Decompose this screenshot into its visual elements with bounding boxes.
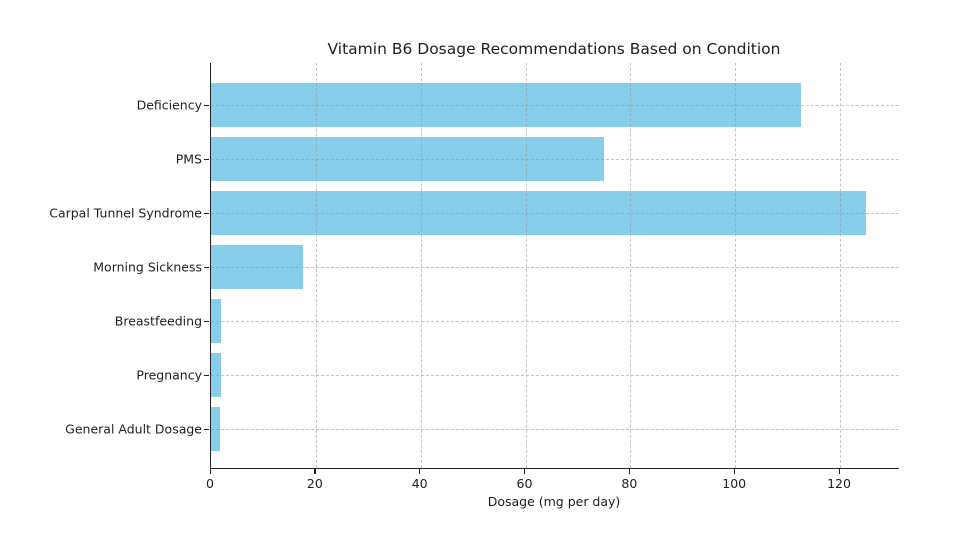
x-gridline (840, 63, 842, 468)
y-tick-label: Morning Sickness (93, 259, 202, 275)
x-tick-mark (838, 469, 840, 474)
y-gridline (211, 375, 899, 376)
y-tick-label: Carpal Tunnel Syndrome (49, 205, 202, 221)
x-axis-label: Dosage (mg per day) (487, 494, 621, 509)
x-tick-mark (419, 469, 421, 474)
x-tick-mark (524, 469, 526, 474)
y-tick-label: Deficiency (136, 97, 202, 113)
y-gridline (211, 105, 899, 106)
y-tick-mark (204, 320, 209, 322)
y-tick-label: Breastfeeding (114, 313, 202, 329)
y-gridline (211, 159, 899, 160)
x-tick-label: 100 (722, 476, 747, 491)
chart-title: Vitamin B6 Dosage Recommendations Based … (327, 40, 781, 58)
x-tick-label: 80 (621, 476, 638, 491)
x-tick-label: 120 (827, 476, 851, 491)
y-gridline (211, 321, 899, 322)
y-tick-mark (204, 104, 209, 106)
y-tick-mark (204, 266, 209, 268)
y-tick-mark (204, 374, 209, 376)
x-tick-label: 60 (516, 476, 533, 491)
x-tick-label: 0 (206, 476, 214, 491)
y-tick-mark (204, 212, 209, 214)
y-tick-label: PMS (175, 151, 202, 167)
y-tick-mark (204, 158, 209, 160)
x-tick-label: 40 (411, 476, 428, 491)
x-gridline (525, 63, 527, 468)
x-tick-label: 20 (306, 476, 323, 491)
y-gridline (211, 213, 899, 214)
x-gridline (420, 63, 422, 468)
y-gridline (211, 267, 899, 268)
x-tick-mark (628, 469, 631, 474)
x-tick-mark (314, 469, 316, 474)
x-gridline (315, 63, 317, 468)
x-gridline (735, 63, 737, 468)
x-tick-mark (733, 469, 735, 474)
plot-area (210, 63, 899, 469)
y-gridline (211, 429, 899, 430)
x-tick-mark (209, 469, 211, 474)
y-tick-mark (204, 428, 209, 430)
y-tick-label: General Adult Dosage (65, 421, 202, 437)
x-gridline (630, 63, 632, 468)
y-tick-label: Pregnancy (136, 367, 202, 383)
